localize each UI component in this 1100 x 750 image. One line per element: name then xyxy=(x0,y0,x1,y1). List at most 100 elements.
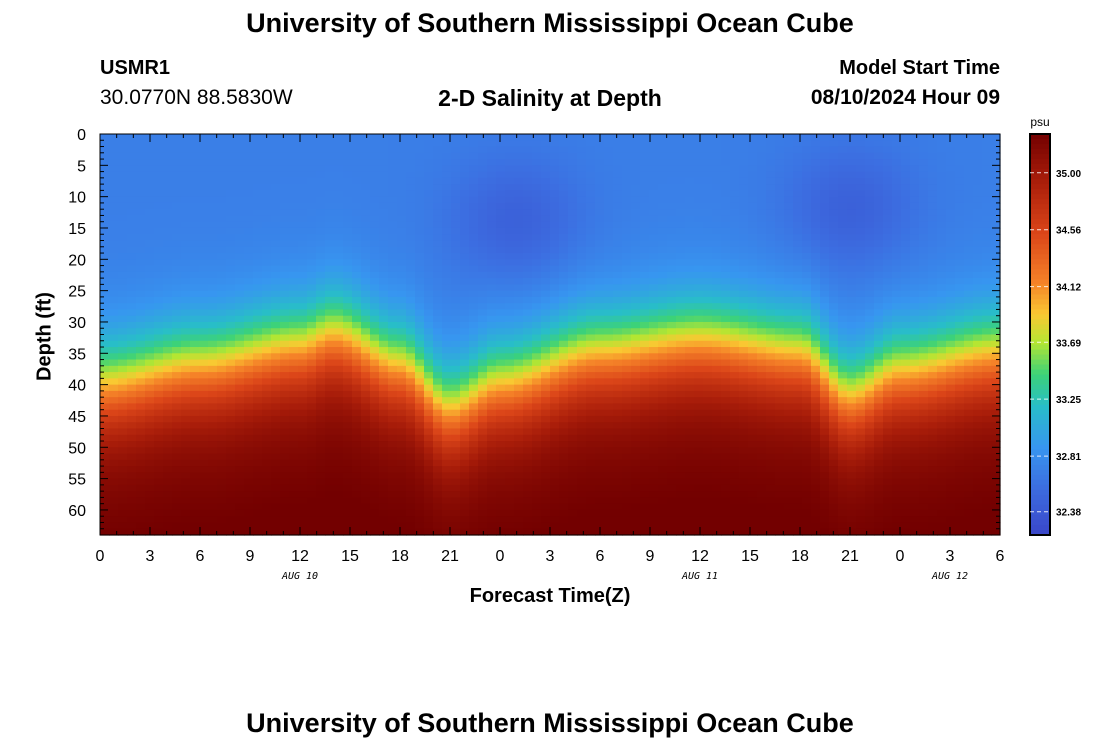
heatmap-cell xyxy=(154,453,164,461)
heatmap-cell xyxy=(712,159,722,166)
heatmap-cell xyxy=(748,265,758,273)
heatmap-cell xyxy=(190,321,200,329)
heatmap-cell xyxy=(343,397,353,405)
heatmap-cell xyxy=(559,284,569,292)
heatmap-cell xyxy=(271,196,281,204)
heatmap-cell xyxy=(379,472,389,480)
heatmap-cell xyxy=(235,340,245,348)
heatmap-cell xyxy=(559,165,569,173)
heatmap-cell xyxy=(487,315,497,323)
heatmap-cell xyxy=(154,234,164,242)
heatmap-cell xyxy=(154,134,164,141)
heatmap-cell xyxy=(604,353,614,361)
heatmap-cell xyxy=(478,303,488,311)
heatmap-cell xyxy=(244,472,254,480)
heatmap-cell xyxy=(163,184,173,191)
heatmap-cell xyxy=(262,434,272,442)
heatmap-cell xyxy=(523,434,533,442)
heatmap-cell xyxy=(577,165,587,173)
heatmap-cell xyxy=(226,196,236,204)
heatmap-cell xyxy=(559,397,569,405)
heatmap-cell xyxy=(208,190,218,198)
heatmap-cell xyxy=(469,296,479,304)
heatmap-cell xyxy=(334,409,344,417)
heatmap-cell xyxy=(190,171,200,179)
heatmap-cell xyxy=(352,409,362,417)
heatmap-cell xyxy=(649,403,659,411)
heatmap-cell xyxy=(190,253,200,260)
heatmap-cell xyxy=(748,497,758,505)
heatmap-cell xyxy=(631,340,641,348)
heatmap-cell xyxy=(226,284,236,292)
heatmap-cell xyxy=(334,390,344,398)
heatmap-cell xyxy=(118,278,128,285)
heatmap-cell xyxy=(361,340,371,348)
heatmap-cell xyxy=(586,359,596,367)
heatmap-cell xyxy=(730,196,740,204)
heatmap-cell xyxy=(370,422,380,430)
heatmap-cell xyxy=(577,171,587,179)
heatmap-cell xyxy=(442,497,452,505)
heatmap-cell xyxy=(496,359,506,367)
heatmap-cell xyxy=(379,422,389,430)
heatmap-cell xyxy=(190,296,200,304)
heatmap-cell xyxy=(361,215,371,223)
heatmap-cell xyxy=(550,246,560,254)
heatmap-cell xyxy=(451,321,461,329)
heatmap-cell xyxy=(424,347,434,354)
heatmap-cell xyxy=(442,253,452,260)
heatmap-cell xyxy=(145,403,155,411)
heatmap-cell xyxy=(334,397,344,405)
heatmap-cell xyxy=(586,522,596,530)
heatmap-cell xyxy=(775,209,785,217)
heatmap-cell xyxy=(100,290,110,298)
heatmap-cell xyxy=(397,397,407,405)
heatmap-cell xyxy=(379,265,389,273)
heatmap-cell xyxy=(172,209,182,217)
heatmap-cell xyxy=(613,365,623,373)
heatmap-cell xyxy=(280,403,290,411)
heatmap-cell xyxy=(676,284,686,292)
heatmap-cell xyxy=(478,328,488,336)
heatmap-cell xyxy=(595,422,605,430)
heatmap-cell xyxy=(559,328,569,336)
heatmap-cell xyxy=(622,347,632,354)
heatmap-cell xyxy=(721,296,731,304)
heatmap-cell xyxy=(244,321,254,329)
heatmap-cell xyxy=(325,415,335,423)
heatmap-cell xyxy=(271,347,281,354)
heatmap-cell xyxy=(712,309,722,317)
heatmap-cell xyxy=(505,434,515,442)
heatmap-cell xyxy=(208,359,218,367)
heatmap-cell xyxy=(631,246,641,254)
heatmap-cell xyxy=(190,309,200,317)
heatmap-cell xyxy=(604,478,614,486)
heatmap-cell xyxy=(541,278,551,285)
heatmap-cell xyxy=(280,165,290,173)
heatmap-cell xyxy=(280,290,290,298)
heatmap-cell xyxy=(199,171,209,179)
heatmap-cell xyxy=(694,196,704,204)
heatmap-cell xyxy=(622,159,632,166)
heatmap-cell xyxy=(388,227,398,235)
heatmap-cell xyxy=(496,453,506,461)
heatmap-cell xyxy=(361,227,371,235)
heatmap-cell xyxy=(685,184,695,191)
heatmap-cell xyxy=(208,184,218,191)
heatmap-cell xyxy=(703,328,713,336)
heatmap-cell xyxy=(721,240,731,248)
heatmap-cell xyxy=(487,378,497,386)
heatmap-cell xyxy=(685,415,695,423)
heatmap-cell xyxy=(298,497,308,505)
heatmap-cell xyxy=(739,190,749,198)
heatmap-cell xyxy=(685,202,695,210)
heatmap-cell xyxy=(388,409,398,417)
heatmap-cell xyxy=(199,246,209,254)
heatmap-cell xyxy=(199,240,209,248)
heatmap-cell xyxy=(514,315,524,323)
heatmap-cell xyxy=(424,509,434,517)
heatmap-cell xyxy=(784,177,794,185)
heatmap-cell xyxy=(442,196,452,204)
heatmap-cell xyxy=(568,321,578,329)
heatmap-cell xyxy=(577,453,587,461)
